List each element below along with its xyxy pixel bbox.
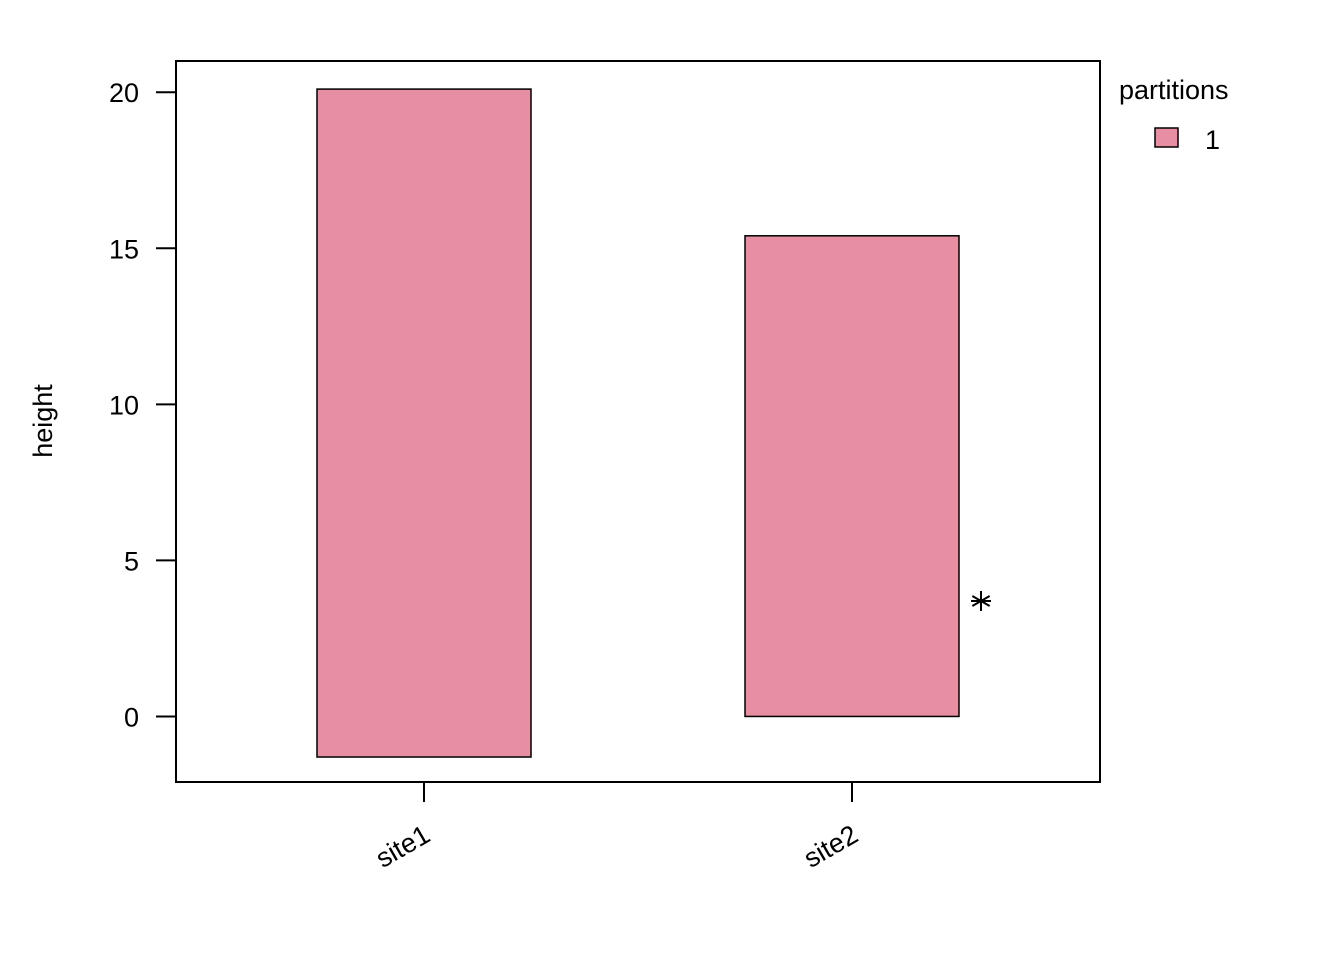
legend-title: partitions bbox=[1119, 75, 1229, 105]
plot-frame bbox=[175, 60, 1101, 783]
y-tick-label-10: 10 bbox=[109, 390, 139, 420]
x-axis: site1 site2 bbox=[371, 782, 863, 874]
bar-site1 bbox=[316, 88, 532, 758]
x-tick-label-site2: site2 bbox=[799, 819, 863, 874]
y-tick-label-0: 0 bbox=[124, 702, 139, 732]
bars-group bbox=[316, 88, 960, 758]
y-axis-title: height bbox=[28, 384, 58, 458]
y-tick-label-15: 15 bbox=[109, 234, 139, 264]
x-tick-label-site1: site1 bbox=[371, 819, 435, 874]
legend-swatch bbox=[1154, 127, 1179, 148]
annotation-star-site2 bbox=[971, 590, 991, 611]
annotations-group bbox=[971, 590, 991, 611]
legend: partitions 1 bbox=[1119, 75, 1229, 155]
legend-label: 1 bbox=[1205, 125, 1220, 155]
y-tick-label-5: 5 bbox=[124, 546, 139, 576]
bar-site2 bbox=[744, 235, 960, 718]
y-axis: 0 5 10 15 20 bbox=[109, 78, 176, 732]
y-tick-label-20: 20 bbox=[109, 78, 139, 108]
